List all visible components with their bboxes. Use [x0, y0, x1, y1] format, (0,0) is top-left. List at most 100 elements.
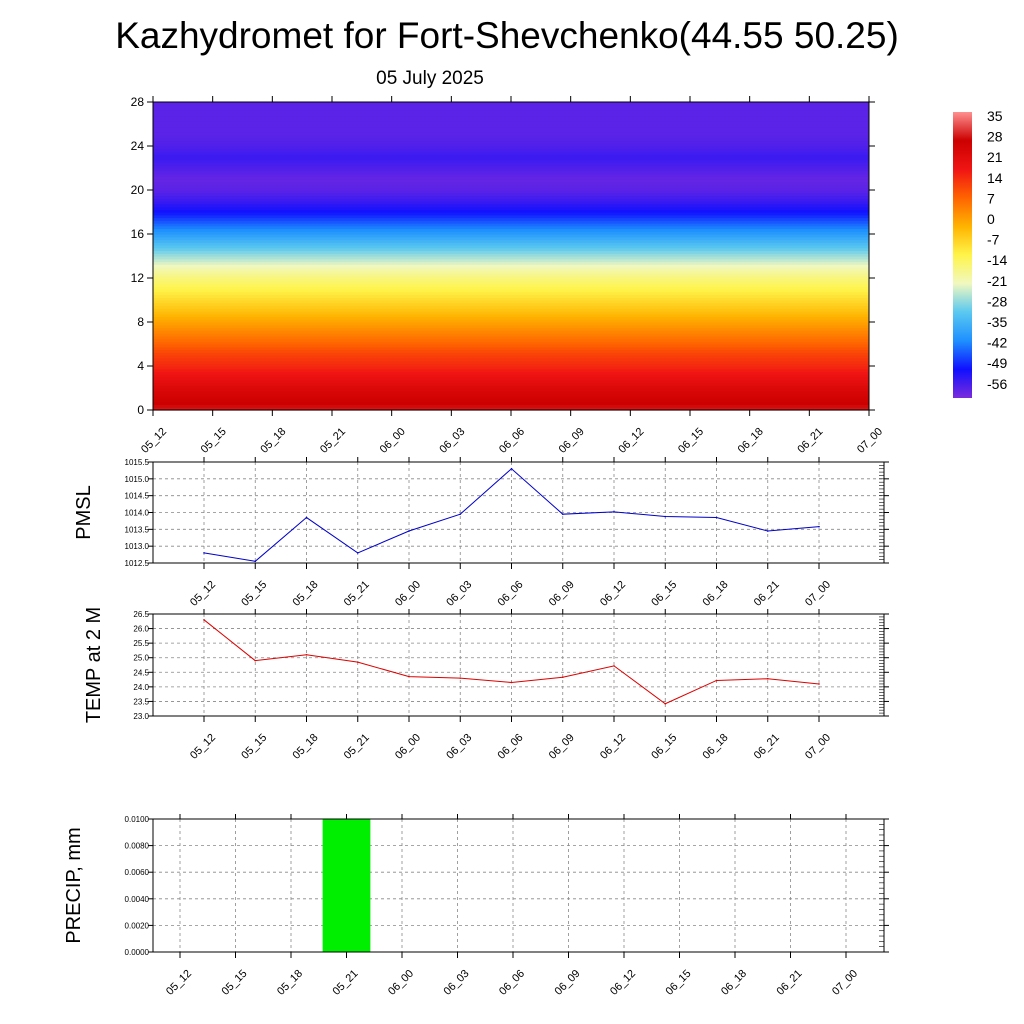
data-point: [459, 513, 462, 515]
heatmap-cell: [153, 107, 869, 111]
heatmap-cell: [153, 217, 869, 221]
heatmap-cell: [153, 168, 869, 172]
heatmap-cell: [153, 132, 869, 136]
x-tick-label: 06_21: [752, 732, 782, 762]
heatmap-cell: [153, 297, 869, 301]
data-point: [664, 702, 667, 705]
x-tick-label: 06_12: [598, 579, 628, 609]
colorbar-label: 28: [987, 129, 1003, 145]
x-tick-label: 06_03: [437, 426, 467, 456]
heatmap-cell: [153, 192, 869, 197]
y-tick-label: 1014.0: [125, 509, 150, 518]
heatmap-cell: [153, 247, 869, 252]
heatmap-cell: [153, 313, 869, 318]
heatmap-cell: [153, 338, 869, 342]
heatmap-cell: [153, 286, 869, 290]
heatmap-cell: [153, 143, 869, 147]
colorbar-fill: [953, 112, 972, 398]
y-tick-label: 1015.5: [125, 458, 150, 467]
x-tick-label: 06_00: [393, 732, 423, 762]
heatmap-cell: [153, 212, 869, 216]
heatmap-cell: [153, 195, 869, 199]
heatmap-cell: [153, 280, 869, 285]
x-tick-label: 05_15: [239, 732, 269, 762]
data-point: [254, 659, 257, 662]
x-tick-label: 05_15: [220, 968, 250, 998]
heatmap-cell: [153, 291, 869, 296]
heatmap-cell: [153, 396, 869, 400]
data-point: [664, 515, 667, 518]
plot-frame: [152, 613, 885, 717]
heatmap-cell: [153, 385, 869, 389]
heatmap-cell: [153, 126, 869, 131]
colorbar-label: -56: [987, 376, 1007, 392]
heatmap-cell: [153, 124, 869, 128]
heatmap-cell: [153, 344, 869, 348]
y-tick-label: 1015.0: [125, 475, 150, 484]
heatmap-cell: [153, 129, 869, 133]
heatmap-cell: [153, 253, 869, 257]
heatmap-cell: [153, 275, 869, 279]
heatmap-cell: [153, 242, 869, 246]
y-tick-label: 24.0: [133, 683, 149, 692]
x-tick-label: 05_18: [291, 579, 321, 609]
y-tick-label: 1012.5: [125, 559, 150, 568]
data-point: [766, 677, 769, 680]
x-tick-label: 06_18: [736, 426, 766, 456]
x-tick-label: 06_18: [701, 732, 731, 762]
heatmap-cell: [153, 319, 869, 323]
heatmap-cell: [153, 154, 869, 158]
colorbar-label: -49: [987, 355, 1007, 371]
colorbar: 35 28 21 14 7 0 -7 -14 -21 -28 -35 -42 -49 -56: [953, 108, 1007, 398]
heatmap-cell: [153, 349, 869, 353]
data-point: [510, 467, 513, 470]
y-tick-label: 24: [131, 139, 145, 153]
heatmap-cell: [153, 278, 869, 282]
heatmap-cell: [153, 176, 869, 180]
heatmap-cell: [153, 151, 869, 155]
precip-bar: [322, 819, 371, 952]
heatmap-cell: [153, 366, 869, 370]
heatmap-cell: [153, 159, 869, 164]
heatmap-cell: [153, 110, 869, 114]
heatmap-cell: [153, 289, 869, 293]
x-tick-label: 06_03: [444, 732, 474, 762]
heatmap-cell: [153, 305, 869, 309]
x-tick-label: 05_21: [318, 426, 348, 456]
heatmap-cell: [153, 256, 869, 260]
heatmap-cell: [153, 374, 869, 378]
heatmap-cell: [153, 360, 869, 364]
precip-panel: 0.0000 0.0020 0.0040 0.0060 0.0080 0.0100 05_1…: [63, 814, 889, 998]
data-point: [356, 661, 359, 663]
x-tick-label: 06_12: [616, 426, 646, 456]
heatmap-cell: [153, 173, 869, 177]
y-tick-label: 1013.5: [125, 525, 150, 534]
y-tick-label: 0.0040: [125, 895, 150, 904]
heatmap-cell: [153, 236, 869, 241]
heatmap-cell: [153, 140, 869, 144]
x-tick-label: 07_00: [855, 426, 885, 456]
colorbar-label: 35: [987, 108, 1003, 124]
x-tick-label: 06_18: [701, 579, 731, 609]
heatmap-cell: [153, 311, 869, 315]
y-tick-label: 4: [137, 359, 144, 373]
data-point: [613, 665, 615, 667]
data-point: [561, 513, 564, 515]
heatmap-cell: [153, 181, 869, 186]
heatmap-cell: [153, 228, 869, 232]
data-point: [715, 516, 718, 519]
heatmap-cell: [153, 165, 869, 169]
plot-frame: [152, 461, 885, 564]
colorbar-label: 21: [987, 149, 1003, 165]
colorbar-label: 0: [987, 211, 995, 227]
heatmap-cell: [153, 335, 869, 340]
chart-subtitle: 05 July 2025: [376, 68, 484, 89]
x-tick-label: 06_06: [496, 579, 526, 609]
y-tick-label: 23.5: [133, 697, 149, 706]
x-tick-label: 06_09: [557, 426, 587, 456]
heatmap-cell: [153, 223, 869, 227]
heatmap-cell: [153, 157, 869, 161]
x-tick-label: 07_00: [803, 579, 833, 609]
x-tick-label: 05_18: [258, 426, 288, 456]
heatmap-cell: [153, 346, 869, 351]
